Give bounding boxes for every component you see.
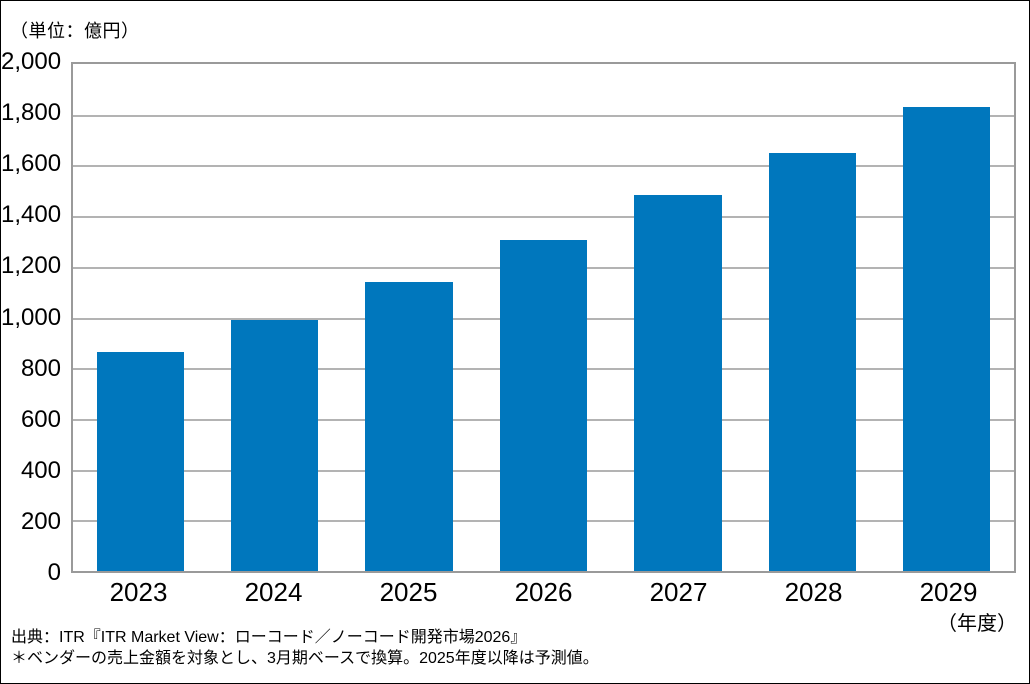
source-line: 出典：ITR『ITR Market View：ローコード／ノーコード開発市場20… bbox=[11, 629, 527, 646]
x-tick-label-2023: 2023 bbox=[109, 577, 168, 607]
x-tick-label-2027: 2027 bbox=[649, 577, 708, 607]
y-tick-label-200: 200 bbox=[20, 507, 61, 535]
x-tick-label-2026: 2026 bbox=[514, 577, 573, 607]
bar-2028 bbox=[768, 152, 856, 571]
bar-2023 bbox=[96, 351, 184, 571]
bar-slot-2028 bbox=[745, 64, 879, 571]
bar-2029 bbox=[903, 107, 991, 571]
y-tick-label-1,800: 1,800 bbox=[1, 99, 62, 127]
footnotes: 出典：ITR『ITR Market View：ローコード／ノーコード開発市場20… bbox=[11, 627, 599, 669]
y-tick-label-1,000: 1,000 bbox=[1, 303, 62, 331]
bar-slot-2029 bbox=[880, 64, 1014, 571]
y-tick-label-2,000: 2,000 bbox=[1, 48, 62, 75]
y-tick-label-1,400: 1,400 bbox=[1, 201, 62, 229]
gridline bbox=[73, 216, 1014, 219]
x-axis-unit-label: （年度） bbox=[937, 613, 1017, 635]
bar-2026 bbox=[499, 240, 588, 571]
bar-slot-2025 bbox=[342, 64, 476, 571]
y-tick-label-600: 600 bbox=[20, 405, 61, 433]
bar-2027 bbox=[634, 194, 722, 571]
y-axis-unit-label: （単位：億円） bbox=[10, 21, 140, 41]
bar-slot-2024 bbox=[207, 64, 341, 571]
x-tick-label-2025: 2025 bbox=[379, 577, 438, 607]
y-tick-label-0: 0 bbox=[47, 559, 61, 586]
bar-slot-2026 bbox=[476, 64, 610, 571]
bar-2024 bbox=[230, 320, 319, 571]
x-tick-label-2028: 2028 bbox=[784, 577, 843, 607]
bar-2025 bbox=[365, 282, 453, 571]
x-axis-tick-labels: 2023 2024 2025 2026 2027 2028 2029 bbox=[71, 577, 1016, 607]
y-axis-tick-labels: 0 200 400 600 800 1,000 1,200 1,400 1,600 1,800 2,… bbox=[1, 48, 62, 586]
bar-slot-2023 bbox=[73, 64, 207, 571]
plot-area bbox=[71, 62, 1016, 573]
gridline bbox=[73, 165, 1014, 168]
y-tick-label-1,200: 1,200 bbox=[1, 252, 62, 280]
note-line: ＊ベンダーの売上金額を対象とし、3月期ベースで換算。2025年度以降は予測値。 bbox=[11, 650, 599, 667]
y-tick-label-400: 400 bbox=[20, 456, 61, 484]
y-tick-label-800: 800 bbox=[20, 354, 61, 382]
x-tick-label-2024: 2024 bbox=[244, 577, 303, 607]
x-tick-label-2029: 2029 bbox=[919, 577, 978, 607]
gridline bbox=[73, 114, 1014, 117]
y-tick-label-1,600: 1,600 bbox=[1, 150, 62, 178]
bar-series bbox=[73, 64, 1014, 571]
bar-slot-2027 bbox=[611, 64, 745, 571]
